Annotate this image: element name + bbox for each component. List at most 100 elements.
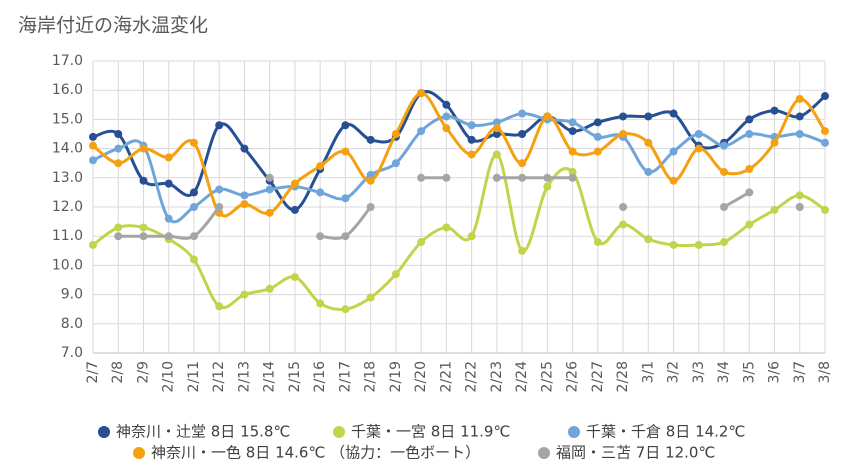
- legend-marker: [568, 426, 580, 438]
- x-tick-label: 2/15: [287, 361, 303, 392]
- y-tick-label: 14.0: [52, 141, 83, 157]
- data-point: [189, 188, 198, 197]
- data-point: [720, 203, 729, 211]
- y-tick-label: 7.0: [61, 345, 83, 361]
- data-point: [366, 176, 375, 185]
- data-point: [89, 240, 97, 249]
- data-point: [568, 127, 577, 136]
- y-tick-label: 9.0: [61, 287, 83, 303]
- data-point: [770, 138, 779, 147]
- x-tick-label: 2/13: [236, 361, 252, 392]
- data-point: [795, 130, 804, 138]
- data-point: [745, 115, 754, 124]
- data-point: [720, 141, 729, 150]
- data-point: [644, 112, 653, 121]
- data-point: [164, 232, 173, 241]
- data-point: [442, 112, 451, 121]
- data-point: [593, 238, 602, 247]
- data-point: [341, 121, 350, 130]
- data-point: [669, 109, 678, 118]
- x-tick-label: 3/3: [691, 361, 707, 384]
- data-point: [745, 220, 754, 229]
- data-point: [290, 205, 299, 214]
- data-point: [568, 167, 577, 176]
- data-point: [442, 223, 451, 232]
- x-tick-label: 2/21: [438, 361, 454, 392]
- data-point: [391, 159, 400, 168]
- data-point: [644, 167, 653, 176]
- data-point: [89, 132, 97, 141]
- data-point: [391, 270, 400, 279]
- data-point: [114, 223, 123, 232]
- data-point: [189, 138, 198, 147]
- data-point: [215, 203, 224, 211]
- data-point: [89, 156, 97, 165]
- data-point: [265, 284, 274, 293]
- data-point: [215, 302, 224, 311]
- data-point: [114, 159, 123, 168]
- x-tick-label: 3/8: [817, 361, 833, 384]
- x-tick-label: 2/8: [110, 361, 126, 384]
- data-point: [492, 173, 501, 182]
- data-point: [795, 203, 804, 211]
- data-point: [518, 130, 527, 138]
- data-point: [442, 173, 451, 182]
- data-point: [290, 179, 299, 188]
- x-tick-label: 2/7: [85, 361, 101, 384]
- data-point: [644, 235, 653, 244]
- x-tick-label: 2/12: [211, 361, 227, 392]
- x-tick-label: 2/27: [590, 361, 606, 392]
- x-tick-label: 3/2: [666, 361, 682, 384]
- x-tick-label: 2/10: [161, 361, 177, 392]
- y-tick-label: 10.0: [52, 257, 83, 273]
- data-point: [139, 232, 148, 241]
- data-point: [240, 200, 249, 209]
- data-point: [593, 147, 602, 156]
- data-point: [518, 109, 527, 118]
- data-point: [694, 240, 703, 249]
- data-point: [467, 150, 476, 159]
- x-tick-label: 2/16: [312, 361, 328, 393]
- data-point: [366, 170, 375, 179]
- data-point: [467, 135, 476, 144]
- data-point: [568, 147, 577, 156]
- x-tick-label: 2/19: [388, 361, 404, 392]
- data-point: [770, 205, 779, 214]
- data-point: [795, 191, 804, 200]
- legend-label: 千葉・一宮 8日 11.9℃: [351, 423, 510, 441]
- x-tick-label: 2/20: [413, 361, 429, 392]
- data-point: [745, 165, 754, 174]
- data-point: [442, 100, 451, 109]
- x-tick-label: 2/17: [337, 361, 353, 392]
- data-point: [720, 167, 729, 176]
- data-point: [518, 246, 527, 255]
- y-tick-label: 17.0: [52, 53, 83, 69]
- data-point: [467, 121, 476, 130]
- data-point: [341, 194, 350, 203]
- data-point: [593, 132, 602, 141]
- x-tick-label: 2/18: [363, 361, 379, 392]
- data-point: [164, 179, 173, 188]
- data-point: [694, 130, 703, 138]
- data-point: [240, 290, 249, 299]
- y-tick-label: 13.0: [52, 170, 83, 186]
- y-tick-label: 8.0: [61, 316, 83, 332]
- x-tick-label: 3/6: [767, 361, 783, 384]
- data-point: [619, 130, 628, 138]
- data-point: [467, 232, 476, 241]
- data-point: [669, 176, 678, 185]
- data-point: [745, 188, 754, 197]
- data-point: [139, 223, 148, 232]
- data-point: [417, 173, 426, 182]
- data-point: [265, 173, 274, 182]
- x-tick-label: 3/5: [741, 361, 757, 384]
- y-tick-label: 12.0: [52, 199, 83, 215]
- x-tick-label: 2/23: [489, 361, 505, 392]
- y-tick-label: 15.0: [52, 111, 83, 127]
- legend-label: 福岡・三苫 7日 12.0℃: [556, 444, 715, 462]
- data-point: [391, 130, 400, 138]
- data-point: [139, 176, 148, 185]
- data-point: [543, 182, 552, 191]
- data-point: [720, 238, 729, 247]
